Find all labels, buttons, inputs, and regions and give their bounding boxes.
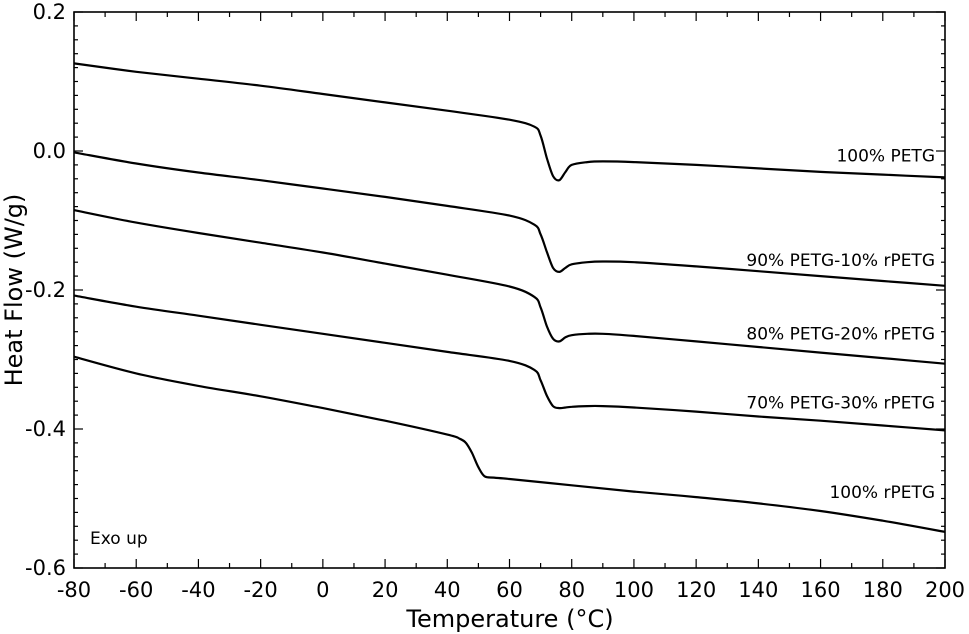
x-tick-label: 20	[372, 578, 399, 602]
x-tick-label: -60	[119, 578, 153, 602]
x-tick-label: 40	[434, 578, 461, 602]
series-label: 70% PETG-30% rPETG	[746, 393, 935, 413]
y-tick-label: 0.2	[33, 0, 66, 24]
series-line	[73, 62, 946, 182]
x-tick-label: 180	[863, 578, 903, 602]
x-tick-label: 140	[738, 578, 778, 602]
x-tick-labels: -80 -60 -40 -20 0 20 40 60 80 100 120 140 160 180 200	[57, 578, 965, 602]
exo-up-note: Exo up	[90, 529, 148, 549]
x-tick-label: -80	[57, 578, 91, 602]
series-label: 100% rPETG	[829, 483, 935, 503]
x-tick-label: 160	[801, 578, 841, 602]
x-tick-label: 120	[676, 578, 716, 602]
x-tick-label: 80	[558, 578, 585, 602]
series-label: 90% PETG-10% rPETG	[746, 251, 935, 271]
plot-frame	[73, 11, 946, 569]
y-tick-label: -0.2	[25, 278, 66, 302]
y-tick-label: 0.0	[33, 139, 66, 163]
x-tick-label: 100	[614, 578, 654, 602]
series-labels: 100% PETG 90% PETG-10% rPETG 80% PETG-20% …	[746, 146, 935, 502]
series-label: 80% PETG-20% rPETG	[746, 325, 935, 345]
axis-ticks	[73, 11, 946, 569]
x-tick-label: -20	[243, 578, 277, 602]
x-tick-label: 0	[316, 578, 329, 602]
series-line	[73, 355, 946, 533]
x-tick-label: 60	[496, 578, 523, 602]
series-line	[73, 209, 946, 365]
y-tick-labels: -0.6 -0.4 -0.2 0.0 0.2	[25, 0, 66, 580]
y-tick-label: -0.6	[25, 556, 66, 580]
y-axis-title: Heat Flow (W/g)	[0, 194, 28, 387]
x-tick-label: -40	[181, 578, 215, 602]
series-label: 100% PETG	[836, 146, 935, 166]
y-tick-label: -0.4	[25, 417, 66, 441]
curves	[73, 62, 946, 533]
series-line	[73, 294, 946, 432]
x-axis-title: Temperature (°C)	[405, 605, 613, 633]
series-line	[73, 151, 946, 287]
x-tick-label: 200	[925, 578, 965, 602]
